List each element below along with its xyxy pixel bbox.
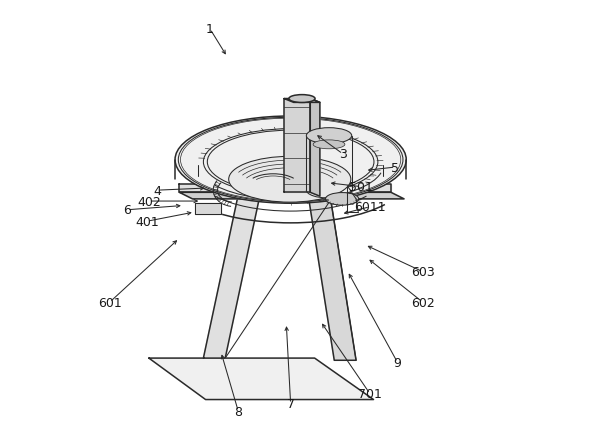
Text: 5: 5 — [391, 161, 399, 174]
Text: 602: 602 — [411, 296, 435, 309]
Text: 603: 603 — [411, 265, 435, 279]
Text: 402: 402 — [137, 195, 160, 208]
Polygon shape — [149, 358, 373, 399]
Text: 601: 601 — [98, 296, 122, 309]
Polygon shape — [179, 184, 391, 193]
Text: 701: 701 — [358, 388, 382, 400]
Text: 401: 401 — [136, 215, 159, 228]
Ellipse shape — [326, 193, 359, 206]
Polygon shape — [296, 166, 307, 184]
Polygon shape — [179, 193, 404, 199]
Ellipse shape — [175, 117, 407, 204]
Text: 8: 8 — [234, 405, 242, 418]
Text: 4: 4 — [153, 184, 162, 197]
Ellipse shape — [313, 141, 345, 149]
Polygon shape — [310, 99, 320, 197]
Text: 3: 3 — [339, 148, 347, 161]
Polygon shape — [204, 195, 260, 358]
Polygon shape — [284, 99, 310, 193]
Ellipse shape — [229, 157, 351, 203]
Text: 7: 7 — [287, 398, 294, 410]
Text: 6: 6 — [123, 204, 131, 217]
Polygon shape — [195, 204, 221, 215]
Ellipse shape — [289, 95, 315, 103]
Ellipse shape — [306, 128, 352, 144]
Text: 9: 9 — [394, 356, 401, 369]
Text: 501: 501 — [349, 181, 373, 194]
Polygon shape — [308, 195, 356, 360]
Polygon shape — [284, 99, 320, 103]
Polygon shape — [296, 159, 307, 176]
Text: 1: 1 — [206, 23, 214, 36]
Polygon shape — [297, 162, 309, 180]
Text: 6011: 6011 — [354, 201, 386, 214]
